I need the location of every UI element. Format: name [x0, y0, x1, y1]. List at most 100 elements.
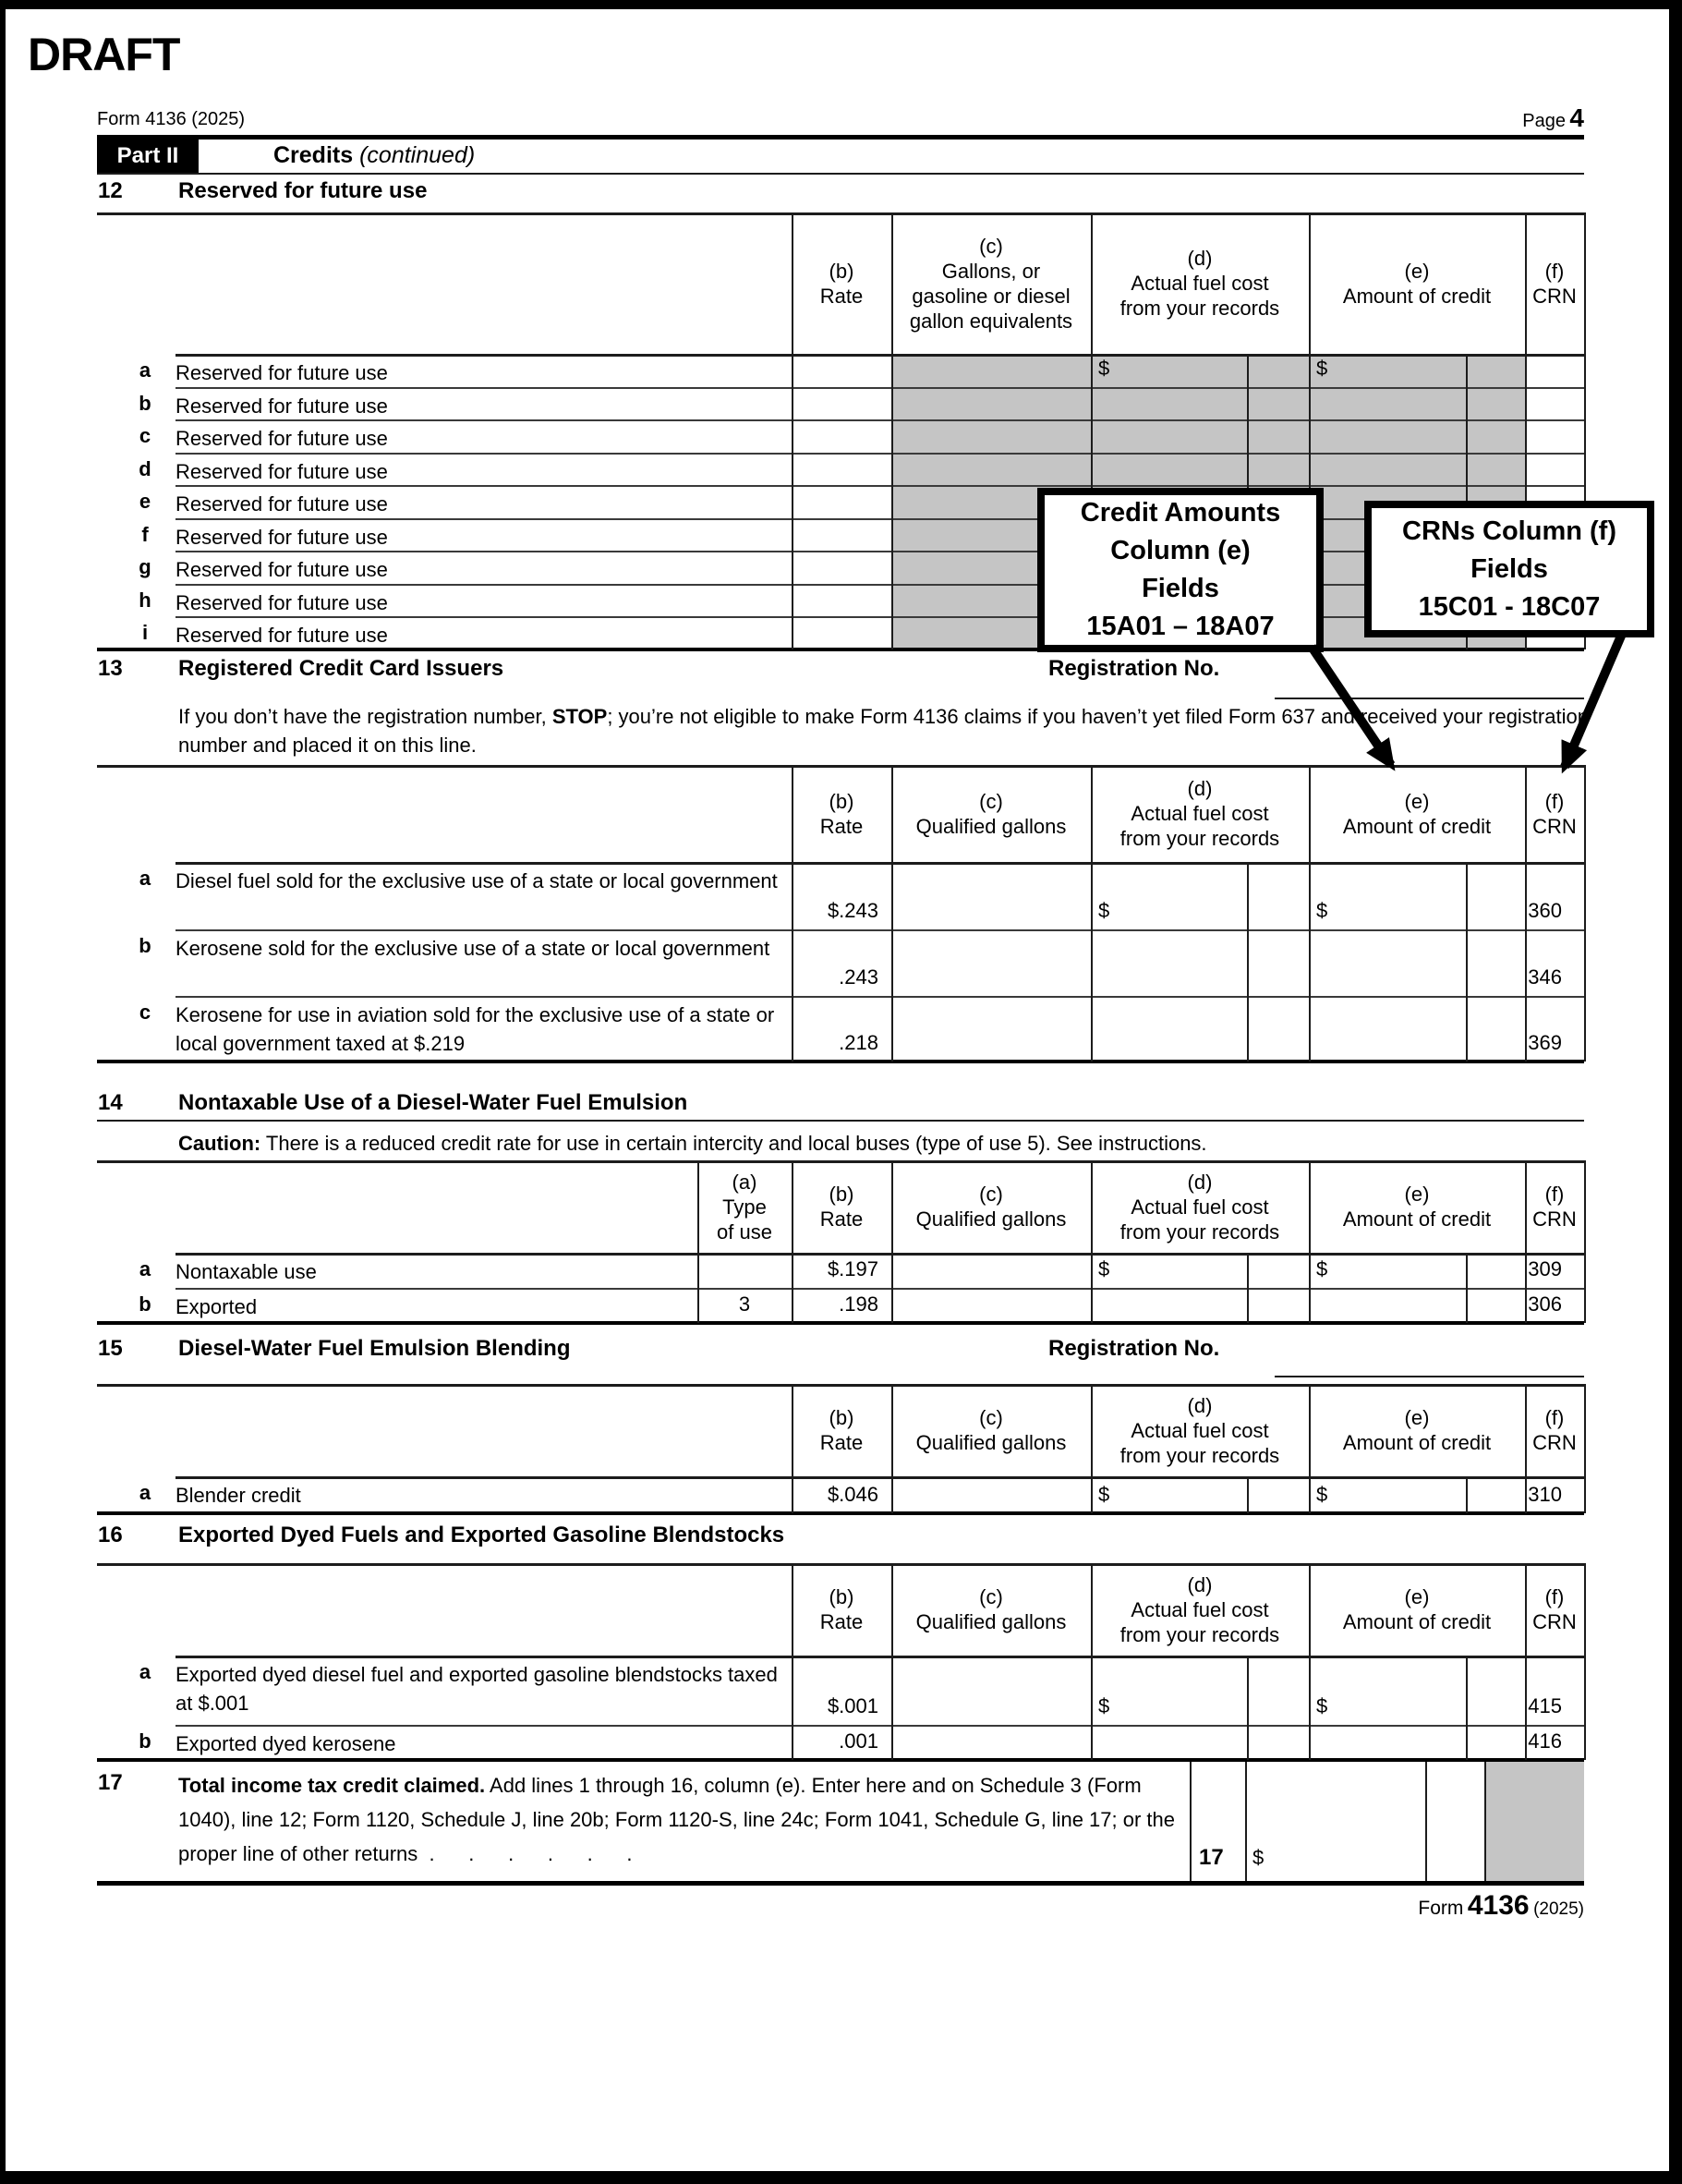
type-of-use-value: 3	[738, 1292, 751, 1316]
callout-line: Fields	[1142, 574, 1219, 603]
line-16-title: Exported Dyed Fuels and Exported Gasolin…	[178, 1523, 785, 1547]
col-header-c: (c) Qualified gallons	[893, 1387, 1089, 1474]
col-header-line: Rate	[819, 1207, 864, 1231]
col-header-line: Gallons, or	[941, 259, 1041, 283]
table-line	[175, 1288, 1584, 1290]
col-header-line: Rate	[819, 1431, 864, 1454]
row-letter: a	[139, 1257, 151, 1280]
col-header-line: (e)	[1404, 1183, 1430, 1206]
table-line	[97, 1563, 1584, 1566]
line-13-registration-label: Registration No.	[1048, 656, 1220, 681]
table-line	[891, 1160, 893, 1323]
table-line	[1247, 1656, 1249, 1760]
col-header-line: from your records	[1119, 1622, 1280, 1646]
col-header-line: (a)	[732, 1170, 757, 1194]
table-line	[1584, 1563, 1586, 1760]
row-letter: e	[139, 490, 151, 513]
col-header-c: (c) Qualified gallons	[893, 768, 1089, 859]
row-label: Nontaxable use	[175, 1260, 317, 1283]
col-header-line: (f)	[1544, 1183, 1565, 1206]
table-line	[97, 1160, 1584, 1163]
table-line	[1091, 1160, 1093, 1323]
row-letter: c	[139, 424, 151, 447]
caution-text: There is a reduced credit rate for use i…	[260, 1132, 1207, 1155]
table-line	[175, 996, 1584, 998]
rate-value: $.243	[827, 899, 878, 922]
table-line	[175, 551, 1584, 552]
table-line	[1245, 1760, 1247, 1882]
table-line	[175, 419, 1584, 421]
col-header-line: Actual fuel cost	[1131, 802, 1269, 825]
table-line	[891, 765, 893, 1062]
col-header-line: from your records	[1119, 1443, 1280, 1467]
caution-label: Caution:	[178, 1132, 261, 1155]
rate-value: .001	[839, 1729, 878, 1753]
table-line	[175, 1476, 1584, 1479]
col-header-c: (c) Qualified gallons	[893, 1566, 1089, 1653]
row-label: Reserved for future use	[175, 624, 388, 647]
dollar-sign: $	[1098, 899, 1110, 922]
table-line	[792, 1563, 793, 1760]
col-header-d: (d) Actual fuel cost from your records	[1093, 1163, 1307, 1250]
rate-value: .198	[839, 1292, 878, 1316]
col-header-line: gasoline or diesel	[912, 284, 1071, 308]
row-letter: i	[141, 621, 149, 644]
table-line	[1247, 1253, 1249, 1323]
col-header-line: gallon equivalents	[909, 309, 1073, 333]
line-14-caution: Caution: There is a reduced credit rate …	[178, 1129, 1207, 1158]
col-header-line: (b)	[829, 789, 854, 813]
col-header-line: from your records	[1119, 297, 1280, 320]
table-line	[175, 453, 1584, 455]
part-2-title: Credits (continued)	[273, 142, 476, 168]
col-header-f: (f) CRN	[1527, 1163, 1582, 1250]
line-17-row-number: 17	[1199, 1845, 1224, 1870]
table-line	[1309, 212, 1311, 649]
col-header-c: (c) Qualified gallons	[893, 1163, 1089, 1250]
dollar-sign: $	[1316, 1483, 1328, 1506]
table-line	[1309, 765, 1311, 1062]
col-header-line: from your records	[1119, 1219, 1280, 1244]
col-header-line: of use	[717, 1219, 772, 1244]
row-letter: b	[139, 934, 151, 957]
table-line	[1525, 1563, 1527, 1760]
row-label: Exported dyed kerosene	[175, 1732, 396, 1755]
table-line	[792, 1384, 793, 1513]
col-header-line: (e)	[1404, 1585, 1430, 1608]
page-border-bottom	[0, 2171, 1682, 2184]
line-15-number: 15	[98, 1336, 123, 1361]
col-header-b: (b) Rate	[793, 1566, 889, 1653]
col-header-line: Qualified gallons	[915, 1610, 1067, 1633]
table-line	[697, 1160, 699, 1323]
table-line	[175, 1656, 1584, 1658]
col-header-f: (f) CRN	[1527, 1566, 1582, 1653]
col-header-line: (d)	[1187, 777, 1213, 800]
table-line	[175, 485, 1584, 487]
col-header-line: (d)	[1187, 1393, 1213, 1417]
col-header-e: (e) Amount of credit	[1311, 1163, 1523, 1250]
row-letter: b	[139, 392, 151, 415]
table-line	[1584, 765, 1586, 1062]
line-13-note: If you don’t have the registration numbe…	[178, 702, 1596, 759]
col-header-line: CRN	[1532, 1207, 1577, 1231]
col-header-line: CRN	[1532, 1431, 1577, 1454]
table-line	[1584, 1160, 1586, 1323]
table-line	[97, 212, 1584, 215]
rate-value: $.197	[827, 1257, 878, 1280]
col-header-d: (d) Actual fuel cost from your records	[1093, 768, 1307, 859]
crn-value: 346	[1528, 965, 1562, 989]
col-header-line: Rate	[819, 284, 864, 308]
dollar-sign: $	[1316, 1257, 1328, 1280]
line-17-lead: Total income tax credit claimed.	[178, 1774, 486, 1797]
line-13-registration-field	[1275, 698, 1584, 699]
row-label: Reserved for future use	[175, 394, 388, 418]
rate-value: .243	[839, 965, 878, 989]
col-header-d: (d) Actual fuel cost from your records	[1093, 1387, 1307, 1474]
col-header-line: Type	[722, 1195, 767, 1219]
callout-line: CRNs Column (f)	[1402, 516, 1616, 546]
col-header-e: (e) Amount of credit	[1311, 1566, 1523, 1653]
row-letter: b	[139, 1729, 151, 1753]
col-header-line: (b)	[829, 1406, 854, 1429]
row-letter: a	[139, 867, 151, 890]
table-line	[1584, 212, 1586, 649]
col-header-line: (c)	[979, 1585, 1003, 1608]
